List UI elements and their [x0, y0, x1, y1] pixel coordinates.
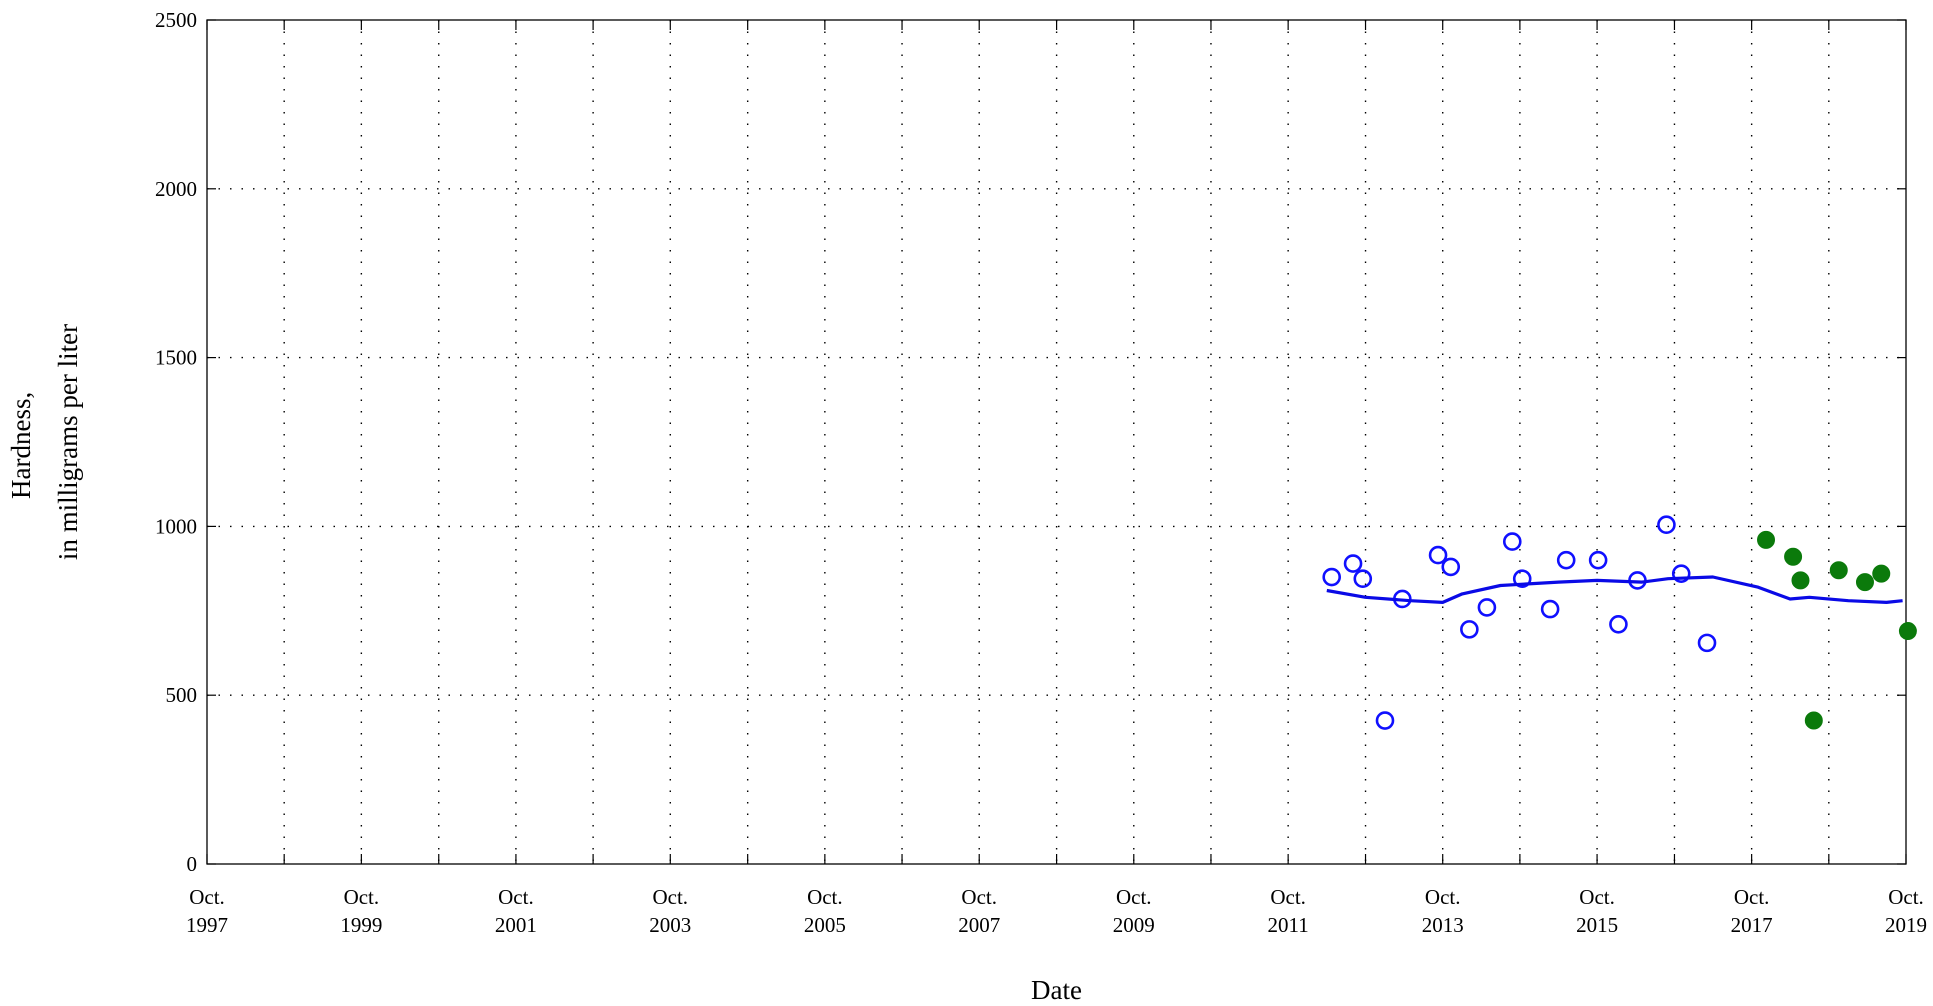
x-tick-label-month: Oct.	[344, 885, 380, 909]
x-tick-label-year: 2007	[958, 913, 1000, 937]
open-data-point	[1343, 554, 1363, 573]
x-tick-label-month: Oct.	[807, 885, 843, 909]
x-tick-label: Oct. 2003	[649, 885, 691, 937]
open-data-point	[1540, 599, 1560, 619]
x-tick-label-year: 2013	[1422, 913, 1464, 937]
x-tick-label-year: 2015	[1576, 913, 1618, 937]
y-axis-title-line-2: in milligrams per liter	[53, 324, 83, 560]
data-series	[1322, 515, 1917, 730]
x-tick-label-year: 1999	[340, 913, 382, 937]
y-axis-title: Hardness, in milligrams per liter	[6, 324, 83, 560]
trend-line	[1326, 575, 1903, 604]
open-data-point	[1588, 550, 1608, 570]
x-tick-label-month: Oct.	[1888, 885, 1924, 909]
x-tick-label-month: Oct.	[961, 885, 997, 909]
x-tick-label-year: 2017	[1731, 913, 1773, 937]
filled-data-point	[1872, 564, 1891, 583]
open-data-point	[1441, 557, 1461, 577]
filled-data-point	[1784, 547, 1803, 566]
open-data-point	[1671, 564, 1691, 583]
x-tick-label: Oct. 2009	[1113, 885, 1155, 937]
x-tick-label-month: Oct.	[1116, 885, 1152, 909]
open-data-point	[1657, 515, 1676, 535]
x-tick-label: Oct. 2011	[1268, 885, 1309, 937]
open-data-point	[1609, 615, 1628, 634]
x-tick-label-month: Oct.	[189, 885, 225, 909]
open-data-point	[1428, 545, 1448, 565]
x-axis-title: Date	[1031, 975, 1082, 1005]
y-tick-labels: 0 500 1000 1500 2000 2500	[155, 8, 197, 876]
y-axis-title-line-1: Hardness,	[6, 392, 36, 499]
y-tick-label: 2000	[155, 177, 197, 201]
axis-ticks	[206, 19, 1907, 865]
x-tick-label-month: Oct.	[1579, 885, 1615, 909]
x-tick-label-year: 2001	[495, 913, 537, 937]
open-data-point	[1556, 550, 1576, 570]
open-data-point	[1460, 620, 1479, 639]
x-tick-label: Oct. 2015	[1576, 885, 1618, 937]
filled-data-point	[1804, 711, 1823, 730]
x-tick-label: Oct. 2001	[495, 885, 537, 937]
y-tick-label: 0	[187, 852, 198, 876]
x-tick-label: Oct. 1997	[186, 885, 228, 937]
x-tick-labels: Oct. 1997 Oct. 1999 Oct. 2001 Oct. 2003 Oct. 2005…	[186, 885, 1927, 937]
x-tick-label: Oct. 2013	[1422, 885, 1464, 937]
x-tick-label: Oct. 1999	[340, 885, 382, 937]
x-tick-label: Oct. 2017	[1731, 885, 1773, 937]
filled-data-point	[1791, 571, 1810, 590]
open-data-point	[1697, 633, 1717, 653]
open-data-point	[1502, 532, 1522, 551]
filled-data-point	[1829, 561, 1848, 580]
open-data-point	[1322, 567, 1342, 587]
open-data-point	[1375, 711, 1395, 730]
x-tick-label-year: 2003	[649, 913, 691, 937]
x-tick-label: Oct. 2007	[958, 885, 1000, 937]
x-tick-label-month: Oct.	[1425, 885, 1461, 909]
x-tick-label-year: 2011	[1268, 913, 1309, 937]
x-tick-label-year: 1997	[186, 913, 228, 937]
x-tick-label-month: Oct.	[498, 885, 534, 909]
x-tick-label-month: Oct.	[1734, 885, 1770, 909]
x-tick-label-year: 2005	[804, 913, 846, 937]
open-data-point	[1512, 569, 1532, 589]
x-tick-label-month: Oct.	[652, 885, 688, 909]
y-tick-label: 500	[166, 683, 198, 707]
x-tick-label: Oct. 2019	[1885, 885, 1927, 937]
filled-data-point	[1757, 530, 1776, 549]
filled-data-point	[1855, 573, 1874, 592]
open-data-point	[1477, 598, 1497, 617]
y-tick-label: 1000	[155, 514, 197, 538]
filled-data-point	[1898, 622, 1917, 641]
open-data-point	[1353, 569, 1373, 589]
x-tick-label-year: 2019	[1885, 913, 1927, 937]
x-tick-label-month: Oct.	[1270, 885, 1306, 909]
gridlines	[207, 20, 1906, 864]
x-tick-label-year: 2009	[1113, 913, 1155, 937]
x-tick-label: Oct. 2005	[804, 885, 846, 937]
y-tick-label: 2500	[155, 8, 197, 32]
y-tick-label: 1500	[155, 346, 197, 370]
